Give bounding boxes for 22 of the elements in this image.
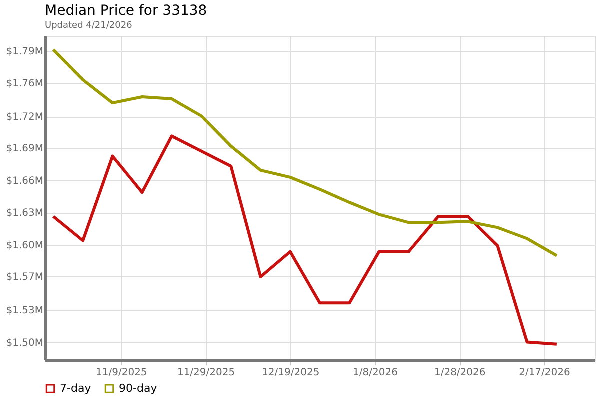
legend-label: 90-day [119, 382, 158, 395]
line-series [52, 134, 558, 346]
y-tick-label: $1.50M [6, 338, 44, 349]
chart-title: Median Price for 33138 [45, 3, 208, 19]
x-tick-label: 11/29/2025 [177, 368, 236, 378]
x-tick-label: 2/17/2026 [519, 368, 570, 378]
chart-subtitle: Updated 4/21/2026 [45, 21, 133, 31]
y-tick-label: $1.79M [6, 46, 44, 58]
x-tick-label: 12/19/2025 [262, 368, 320, 378]
y-tick-label: $1.60M [6, 240, 44, 252]
y-tick-label: $1.76M [6, 78, 44, 90]
x-tick-label: 1/8/2026 [353, 368, 398, 378]
x-tick-label: 1/28/2026 [434, 368, 486, 378]
y-tick-label: $1.66M [6, 176, 44, 187]
y-tick-label: $1.63M [6, 208, 44, 220]
y-tick-label: $1.72M [6, 112, 44, 124]
y-tick-label: $1.69M [6, 143, 44, 154]
y-tick-label: $1.53M [6, 305, 44, 316]
x-tick-label: 11/9/2025 [96, 368, 148, 378]
legend-label: 7-day [60, 382, 92, 395]
y-tick-label: $1.57M [6, 272, 44, 283]
line-series [52, 48, 558, 258]
